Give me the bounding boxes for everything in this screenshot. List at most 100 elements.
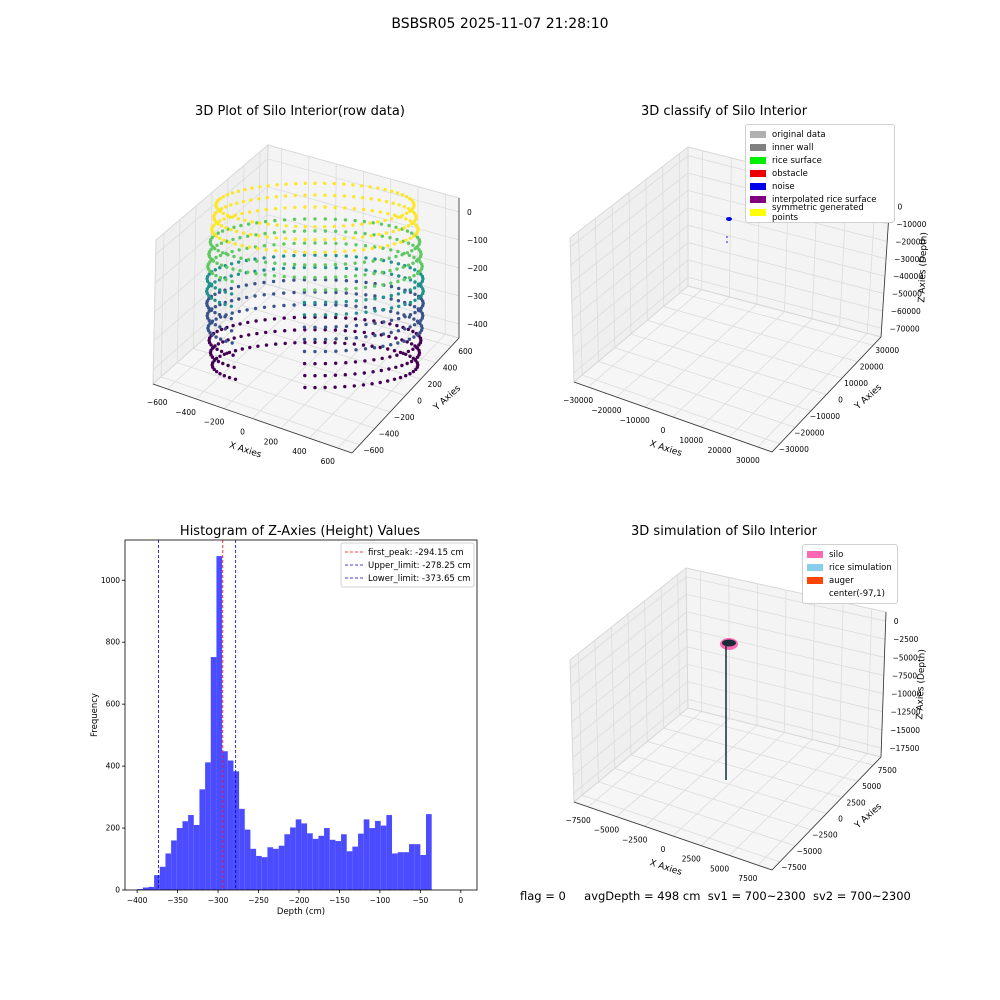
raw-point [334, 241, 338, 246]
raw-point [361, 343, 366, 347]
raw-point [226, 253, 230, 257]
raw-point [262, 268, 266, 272]
raw-point [334, 278, 338, 282]
histogram-bar [352, 846, 359, 890]
raw-point [406, 263, 411, 267]
sim-z-axis-label: Z Axies (Depth) [915, 649, 927, 720]
sim-x-grid [616, 577, 730, 817]
raw-point [216, 231, 220, 235]
legend-swatch [750, 170, 766, 177]
raw-point [397, 228, 401, 232]
histogram-bar [375, 820, 381, 890]
raw-point [334, 337, 338, 341]
legend-label: inner wall [772, 142, 814, 153]
raw-point [344, 230, 348, 234]
raw-point [395, 191, 400, 195]
raw-point [333, 217, 338, 221]
raw-point [417, 348, 421, 353]
raw-point [371, 259, 375, 263]
sim-z-tick-label: −10000 [891, 690, 921, 699]
raw-point [364, 310, 368, 314]
legend-entry: inner wall [750, 141, 890, 154]
histogram-legend: first_peak: -294.15 cm Upper_limit: -278.… [340, 542, 475, 588]
raw-point [215, 243, 219, 247]
raw-point [323, 300, 328, 305]
raw-point [384, 199, 389, 204]
raw-point [282, 274, 286, 279]
sim-z-grid [570, 593, 886, 687]
legend-label: center(-97,1) [829, 588, 885, 599]
raw-point [389, 293, 393, 298]
raw-point [218, 325, 222, 329]
raw-y-tick-label: 0 [417, 397, 422, 406]
raw-point [418, 250, 423, 254]
sv2-text: sv2 = 700~2300 [812, 889, 911, 903]
histogram-bar [171, 840, 177, 890]
raw-point [241, 231, 246, 235]
raw-point [266, 222, 270, 226]
raw-point [243, 187, 247, 192]
raw-point [230, 249, 234, 254]
raw-point [313, 275, 317, 280]
raw-point [380, 234, 384, 238]
sv1-text: sv1 = 700~2300 [707, 889, 806, 903]
raw-point [224, 205, 228, 209]
histogram-bar [426, 814, 432, 890]
raw-point [254, 233, 258, 237]
raw-point [313, 217, 317, 221]
raw-point [372, 284, 377, 288]
raw-point [231, 323, 235, 328]
legend-label: Lower_limit: -373.65 cm [368, 574, 470, 584]
raw-point [257, 197, 261, 201]
classify-y-grid [662, 166, 858, 363]
raw-point [404, 374, 408, 378]
raw-point [414, 367, 418, 372]
raw-point [404, 211, 409, 215]
raw-point [238, 322, 242, 326]
raw-point [396, 299, 401, 303]
raw-point [262, 244, 267, 248]
raw-point [255, 221, 259, 225]
raw-point [274, 342, 278, 346]
raw-point [354, 267, 359, 271]
raw-point [250, 186, 254, 190]
raw-point [379, 258, 384, 262]
histogram-bar [290, 827, 296, 890]
classify-y-axis [771, 336, 882, 453]
raw-point [221, 211, 226, 215]
raw-point [376, 186, 380, 190]
raw-point [294, 224, 298, 229]
raw-point [313, 288, 317, 292]
raw-point [213, 323, 218, 327]
histogram-bar [159, 866, 166, 890]
sim-y-grid [627, 613, 827, 814]
raw-point [216, 222, 220, 226]
raw-point [224, 226, 228, 230]
raw-point [363, 347, 368, 351]
raw-point [282, 262, 287, 266]
raw-point [416, 284, 420, 288]
sim-x-grid [587, 571, 703, 808]
raw-point [302, 361, 307, 366]
raw-point [364, 293, 368, 297]
raw-point [369, 197, 373, 201]
raw-point [354, 348, 358, 352]
raw-point [303, 328, 307, 332]
raw-point [323, 229, 328, 233]
raw-point [323, 275, 328, 280]
raw-point [235, 229, 239, 234]
raw-point [333, 373, 338, 377]
histogram-bar [165, 853, 172, 890]
histogram-title: Histogram of Z-Axies (Height) Values [179, 524, 421, 539]
raw-point [292, 303, 296, 307]
raw-point [238, 236, 242, 240]
histogram-bar [244, 829, 251, 890]
histogram-bar [261, 857, 268, 890]
raw-point [313, 385, 317, 390]
raw-point [351, 183, 355, 187]
raw-point [353, 218, 357, 223]
raw-point [225, 351, 229, 355]
raw-point [213, 286, 217, 290]
raw-point [273, 207, 278, 211]
raw-point [397, 286, 401, 291]
